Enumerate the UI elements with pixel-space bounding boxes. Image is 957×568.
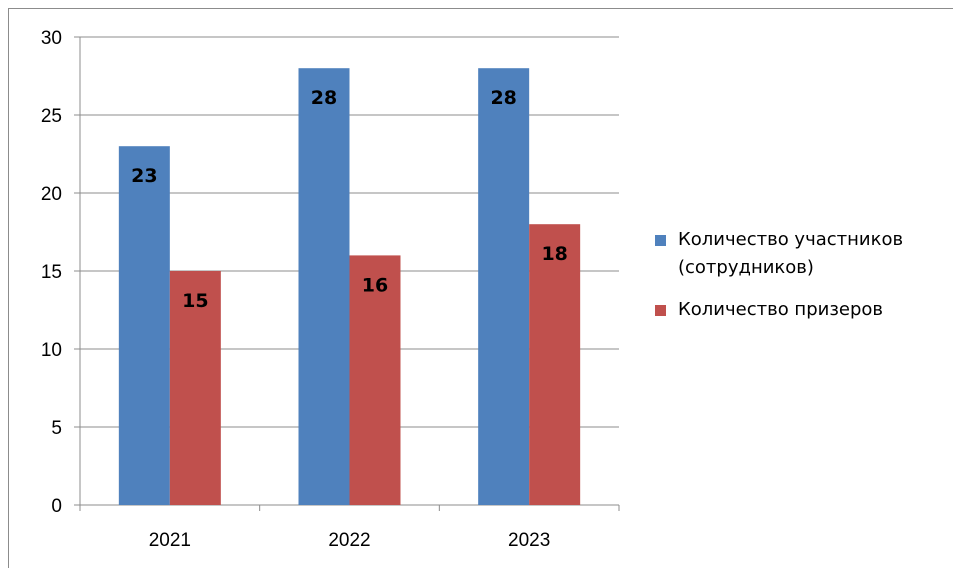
data-label: 23 <box>131 165 157 187</box>
data-labels: 23 15 28 16 28 18 <box>131 87 568 312</box>
x-tick-label: 2023 <box>508 530 550 551</box>
legend-label-winners: Количество призеров <box>678 299 884 320</box>
y-tick-label: 30 <box>41 28 62 49</box>
legend-item-winners: Количество призеров <box>655 296 955 324</box>
data-label: 28 <box>490 87 516 109</box>
y-tick-label: 20 <box>41 184 62 205</box>
bar <box>169 271 221 505</box>
bars <box>118 68 581 505</box>
bar <box>118 146 170 505</box>
legend-label-participants: Количество участников (сотрудников) <box>678 229 904 278</box>
y-tick-label: 5 <box>51 418 62 439</box>
legend-item-participants: Количество участников (сотрудников) <box>655 226 955 282</box>
bar <box>529 224 581 505</box>
data-label: 16 <box>362 274 388 296</box>
legend: Количество участников (сотрудников) Коли… <box>655 226 955 338</box>
data-label: 18 <box>541 243 567 265</box>
legend-swatch-participants <box>655 235 666 246</box>
y-tick-label: 0 <box>51 496 62 517</box>
x-tick-label: 2022 <box>328 530 370 551</box>
y-tick-label: 10 <box>41 340 62 361</box>
bar <box>298 68 350 505</box>
legend-swatch-winners <box>655 305 666 316</box>
data-label: 28 <box>311 87 337 109</box>
bar <box>349 255 401 505</box>
chart-frame <box>8 8 953 568</box>
y-tick-label: 25 <box>41 106 62 127</box>
data-label: 15 <box>182 290 208 312</box>
y-axis: 0 5 10 15 20 25 30 <box>41 28 81 517</box>
x-axis: 2021 2022 2023 <box>79 504 620 551</box>
x-tick-label: 2021 <box>149 530 191 551</box>
bar <box>478 68 530 505</box>
y-tick-label: 15 <box>41 262 62 283</box>
